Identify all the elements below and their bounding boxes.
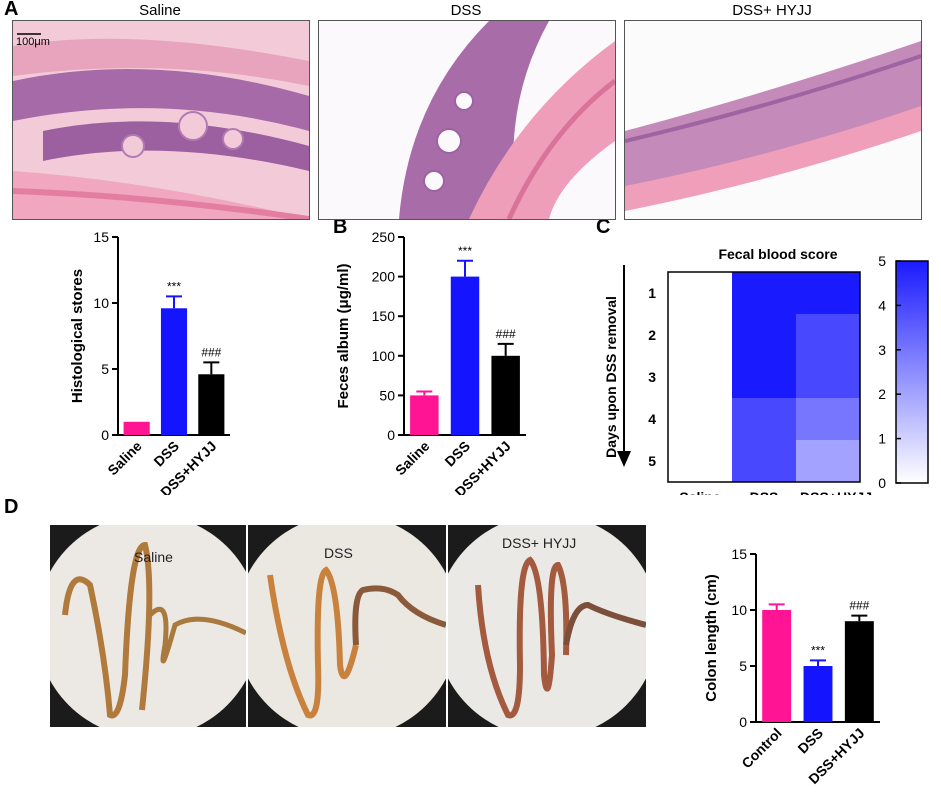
histology_scores-bar-2: [198, 374, 225, 435]
colon_length-annotation-2: ###: [849, 599, 869, 613]
heatmap-ylabel: Days upon DSS removal: [603, 296, 619, 458]
colon_length-bar-1: [803, 666, 833, 722]
feces_albumin-ytick-label: 200: [372, 269, 396, 285]
colon_length-bar-2: [844, 621, 874, 722]
heatmap-row-label: 3: [648, 369, 656, 385]
histology-title-dss: DSS: [450, 2, 482, 19]
feces_albumin-bar-2: [491, 355, 520, 435]
colorbar-tick-label: 3: [878, 342, 886, 358]
feces_albumin-bar-0: [410, 395, 439, 435]
heatmap-cell: [732, 272, 796, 314]
heatmap-arrow-head: [617, 451, 631, 467]
panel-letter-c: C: [596, 216, 611, 238]
histology_scores-category-label-0: Saline: [104, 438, 145, 479]
panel-letter-b: B: [333, 216, 348, 238]
feces_albumin-ytick-label: 50: [379, 387, 395, 403]
heatmap-cell: [796, 272, 860, 314]
histology_scores-category-label-1: DSS: [150, 438, 182, 470]
feces_albumin-ytick-label: 0: [387, 427, 395, 443]
photo-label-saline: Saline: [134, 549, 173, 565]
heatmap-cell: [668, 440, 732, 482]
feces_albumin-annotation-1: ***: [458, 244, 472, 258]
feces_albumin-category-label-0: Saline: [392, 438, 433, 479]
histology_scores-ytick-label: 5: [101, 361, 109, 377]
colon_length-bar-0: [762, 610, 792, 722]
histology-image-dss-hyjj: [624, 20, 922, 220]
feces_albumin-ytick-label: 100: [372, 348, 396, 364]
colon_length-ytick-label: 10: [731, 602, 747, 618]
heatmap-cell: [668, 398, 732, 440]
colon-photo-dss-hyjj: DSS+ HYJJ: [448, 525, 646, 727]
histology-title-dss-hyjj: DSS+ HYJJ: [732, 2, 812, 19]
heatmap-column-label: DSS+HYJJ: [800, 489, 872, 495]
feces_albumin-category-label-1: DSS: [441, 438, 473, 470]
photo-label-dss-hyjj: DSS+ HYJJ: [502, 535, 577, 551]
colon_length-annotation-1: ***: [811, 643, 825, 657]
histology_scores-annotation-2: ###: [201, 345, 221, 359]
colorbar: [895, 260, 929, 484]
colon-photo-saline: Saline: [50, 525, 246, 727]
colorbar-tick-label: 0: [878, 475, 886, 491]
colorbar-tick-label: 2: [878, 386, 886, 402]
photo-label-dss: DSS: [324, 545, 353, 561]
colon_length-ytick-label: 15: [731, 546, 747, 562]
heatmap-frame: [667, 271, 861, 483]
heatmap-column-label: Saline: [679, 489, 720, 495]
colon-photo-dss: DSS: [248, 525, 446, 727]
histology_scores-ytick-label: 10: [93, 295, 109, 311]
histology_scores-ytick-label: 15: [93, 229, 109, 245]
histology_scores-bar-0: [123, 421, 150, 435]
heatmap-cell: [668, 356, 732, 398]
feces-albumin-chart: 0 50 100 150 200 250 Feces album (μg/ml) Saline…: [335, 229, 526, 495]
histology_scores-ytick-label: 0: [101, 427, 109, 443]
heatmap-title: Fecal blood score: [718, 246, 837, 262]
histology-image-saline: 100μm: [12, 20, 310, 220]
heatmap-cell: [732, 356, 796, 398]
colon_length-category-label-1: DSS: [794, 725, 826, 757]
heatmap-column-label: DSS: [750, 489, 779, 495]
colon_length-category-label-0: Control: [738, 725, 785, 772]
heatmap-cell: [796, 314, 860, 356]
histology_scores-bar-1: [160, 308, 188, 435]
heatmap-cell: [668, 272, 732, 314]
heatmap-cell: [668, 314, 732, 356]
fecal-blood-heatmap: Fecal blood score 1 2 3 4 5 Saline DSS DSS+HYJJ D…: [603, 246, 929, 495]
histology_scores-annotation-1: ***: [167, 279, 181, 293]
colon_length-ylabel: Colon length (cm): [703, 574, 720, 702]
histology-image-dss: [318, 20, 616, 220]
histology-score-chart: 0 5 10 15 Histological stores Saline *** DSS ###…: [69, 229, 230, 495]
feces_albumin-annotation-2: ###: [496, 327, 516, 341]
heatmap-cell: [732, 314, 796, 356]
feces_albumin-ylabel: Feces album (μg/ml): [335, 263, 352, 408]
feces_albumin-ytick-label: 250: [372, 229, 396, 245]
colon_length-ytick-label: 0: [739, 714, 747, 730]
colon_length-ytick-label: 5: [739, 658, 747, 674]
heatmap-cell: [796, 440, 860, 482]
feces_albumin-bar-1: [450, 276, 480, 435]
histology-title-saline: Saline: [139, 2, 181, 19]
heatmap-row-label: 1: [648, 285, 656, 301]
heatmap-row-label: 2: [648, 327, 656, 343]
heatmap-cell: [732, 440, 796, 482]
heatmap-cell: [732, 398, 796, 440]
feces_albumin-ytick-label: 150: [372, 308, 396, 324]
heatmap-row-label: 5: [648, 453, 656, 469]
scale-bar-label: 100μm: [16, 36, 50, 48]
heatmap-cell: [796, 398, 860, 440]
heatmap-row-label: 4: [648, 411, 656, 427]
colorbar-tick-label: 5: [878, 253, 886, 269]
colorbar-tick-label: 4: [878, 297, 886, 313]
colorbar-tick-label: 1: [878, 431, 886, 447]
heatmap-cell: [796, 356, 860, 398]
panel-letter-a: A: [4, 0, 19, 20]
panel-letter-d: D: [4, 496, 19, 518]
histology_scores-ylabel: Histological stores: [69, 269, 86, 403]
